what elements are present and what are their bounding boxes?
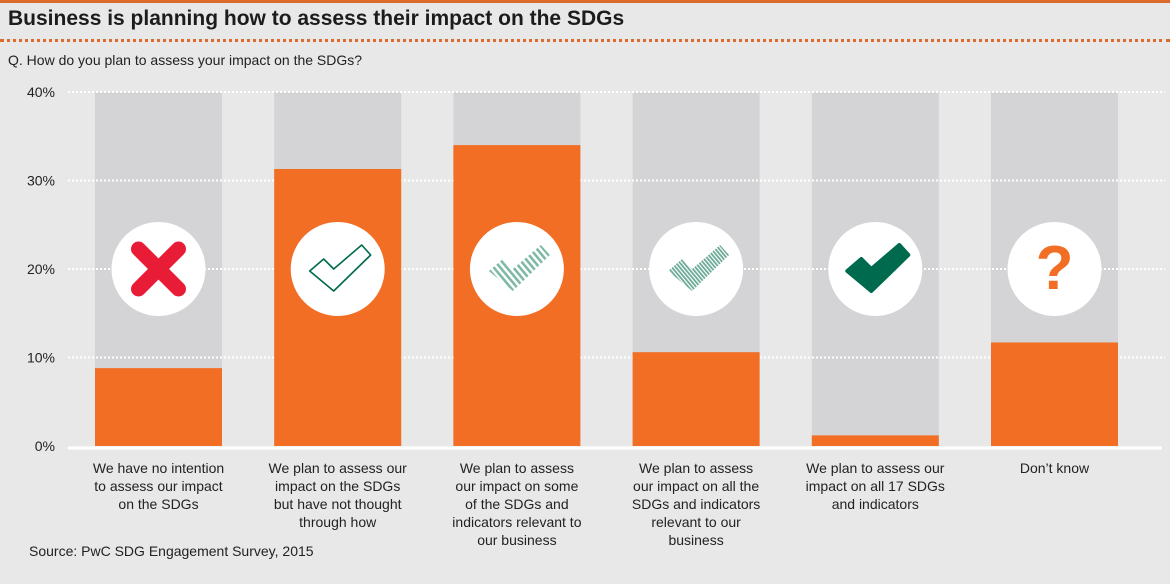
x-tick-label-line: our business xyxy=(477,532,557,548)
x-tick-label-line: indicators relevant to xyxy=(452,514,582,530)
x-tick-label-line: Don’t know xyxy=(1019,460,1090,476)
x-tick-label: Don’t know xyxy=(965,459,1145,477)
x-tick-label-line: but have not thought xyxy=(273,496,402,512)
chart-title: Business is planning how to assess their… xyxy=(8,7,625,30)
x-tick-label-line: through how xyxy=(299,514,377,530)
y-tick-label: 40% xyxy=(27,84,55,100)
x-tick-label-line: We plan to assess xyxy=(459,460,574,476)
source-note: Source: PwC SDG Engagement Survey, 2015 xyxy=(29,543,314,559)
fine-hatched-check-icon xyxy=(649,222,744,316)
x-tick-label: We have no intention to assess our impact… xyxy=(69,459,249,513)
x-tick-label: We plan to assess our impact on some of th… xyxy=(427,459,607,549)
x-tick-label-line: our impact on all the xyxy=(633,478,760,494)
question-mark-icon: ? xyxy=(1007,222,1102,316)
x-tick-label: We plan to assess our impact on all the SD… xyxy=(606,459,786,549)
y-tick-label: 30% xyxy=(27,173,55,189)
x-tick-label-line: We plan to assess our xyxy=(806,460,945,476)
dotted-divider xyxy=(0,39,1170,42)
x-tick-label-line: We plan to assess our xyxy=(268,460,407,476)
survey-question: Q. How do you plan to assess your impact… xyxy=(8,52,363,68)
bar xyxy=(632,352,760,446)
x-tick-label-line: SDGs and indicators xyxy=(631,496,761,512)
x-tick-label-line: We have no intention xyxy=(92,460,225,476)
bar xyxy=(95,368,222,446)
x-tick-label-line: impact on all 17 SDGs xyxy=(805,478,945,494)
x-tick-label-line: of the SDGs and xyxy=(465,496,569,512)
y-tick-label: 0% xyxy=(35,438,55,454)
outline-check-icon xyxy=(290,222,385,316)
x-tick-label-line: our impact on some xyxy=(455,478,579,494)
hatched-check-icon xyxy=(469,222,564,316)
x-tick-label-line: business xyxy=(668,532,724,548)
x-tick-label-line: We plan to assess xyxy=(639,460,754,476)
x-tick-label: We plan to assess our impact on all 17 SD… xyxy=(785,459,965,513)
svg-text:?: ? xyxy=(1036,234,1074,303)
y-tick-label: 20% xyxy=(27,261,55,277)
y-tick-label: 10% xyxy=(27,350,55,366)
cross-icon xyxy=(111,222,206,316)
x-tick-label-line: on the SDGs xyxy=(118,496,199,512)
x-tick-label-line: and indicators xyxy=(831,496,919,512)
x-tick-label-line: to assess our impact xyxy=(94,478,223,494)
bar xyxy=(811,435,939,446)
top-rule xyxy=(0,0,1170,3)
x-tick-label-line: impact on the SDGs xyxy=(275,478,401,494)
solid-check-icon xyxy=(828,222,923,316)
x-tick-label-line: relevant to our xyxy=(651,514,741,530)
x-tick-label: We plan to assess our impact on the SDGs b… xyxy=(248,459,428,531)
bar xyxy=(991,342,1118,446)
